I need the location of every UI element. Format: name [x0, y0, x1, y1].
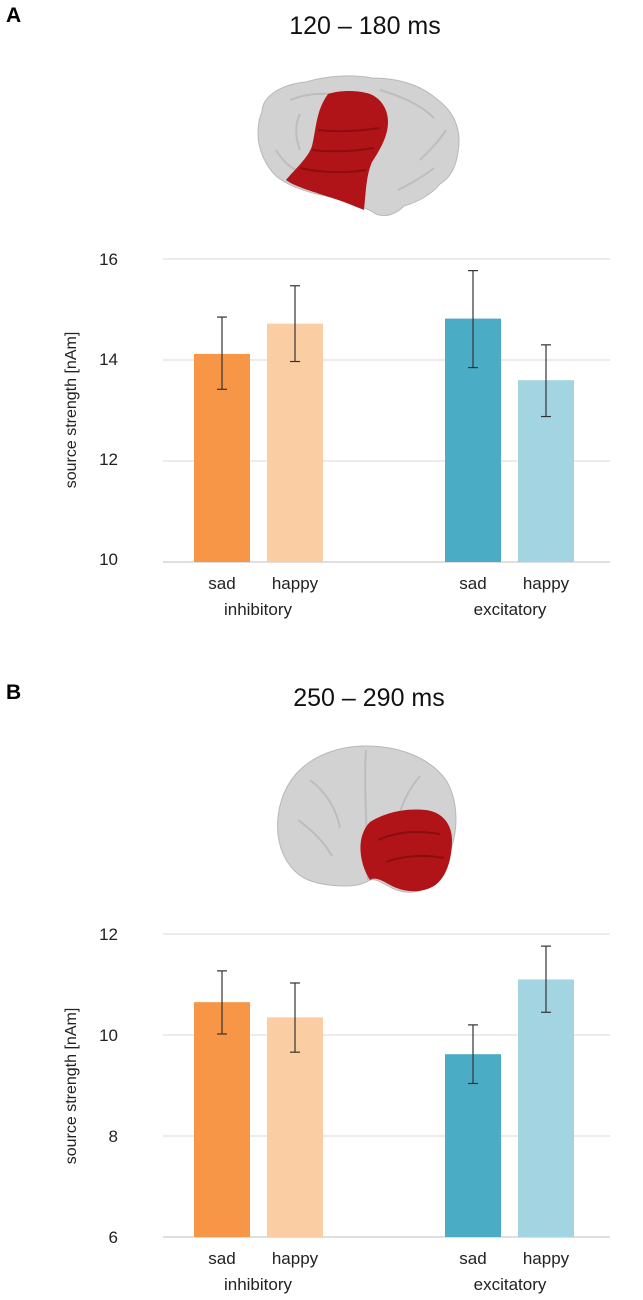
- category-label-sad: sad: [459, 1249, 486, 1268]
- y-tick-label: 10: [99, 550, 118, 569]
- y-tick-label: 8: [109, 1127, 118, 1146]
- panel-b: B 250 – 290 ms 6 8 10 12 source strength…: [6, 681, 610, 1294]
- group-label-inhibitory: inhibitory: [224, 600, 293, 619]
- bar-inhibitory-sad: [194, 1002, 250, 1237]
- error-bar: [468, 1024, 478, 1085]
- group-label-inhibitory: inhibitory: [224, 1275, 293, 1294]
- y-tick-label: 12: [99, 925, 118, 944]
- category-label-sad: sad: [459, 574, 486, 593]
- category-label-happy: happy: [523, 574, 570, 593]
- brain-lateral-view-icon: [257, 75, 460, 217]
- bar-inhibitory-happy: [267, 1017, 323, 1237]
- category-label-happy: happy: [523, 1249, 570, 1268]
- y-tick-label: 10: [99, 1026, 118, 1045]
- group-label-excitatory: excitatory: [474, 1275, 547, 1294]
- category-label-happy: happy: [272, 1249, 319, 1268]
- panel-letter-b: B: [6, 681, 21, 704]
- panel-b-title: 250 – 290 ms: [293, 684, 445, 712]
- group-label-excitatory: excitatory: [474, 600, 547, 619]
- error-bar: [217, 970, 227, 1035]
- bar-excitatory-happy: [518, 979, 574, 1237]
- bar-inhibitory-happy: [267, 323, 323, 562]
- bar-excitatory-sad: [445, 1054, 501, 1237]
- error-bar: [541, 344, 551, 418]
- panel-a-title: 120 – 180 ms: [289, 12, 441, 40]
- error-bar: [290, 285, 300, 363]
- y-axis-label: source strength [nAm]: [63, 332, 80, 489]
- panel-letter-a: A: [6, 4, 21, 27]
- error-bar: [290, 982, 300, 1053]
- panel-a: A 120 – 180 ms 10 12 14 16 source streng…: [6, 4, 610, 619]
- y-tick-label: 14: [99, 350, 118, 369]
- error-bar: [217, 316, 227, 390]
- category-label-sad: sad: [208, 1249, 235, 1268]
- y-tick-label: 16: [99, 250, 118, 269]
- y-axis-label: source strength [nAm]: [63, 1008, 80, 1165]
- category-label-sad: sad: [208, 574, 235, 593]
- y-tick-label: 12: [99, 450, 118, 469]
- y-tick-label: 6: [109, 1228, 118, 1247]
- category-label-happy: happy: [272, 574, 319, 593]
- brain-posterior-view-icon: [277, 745, 457, 893]
- error-bar: [468, 270, 478, 369]
- error-bar: [541, 945, 551, 1013]
